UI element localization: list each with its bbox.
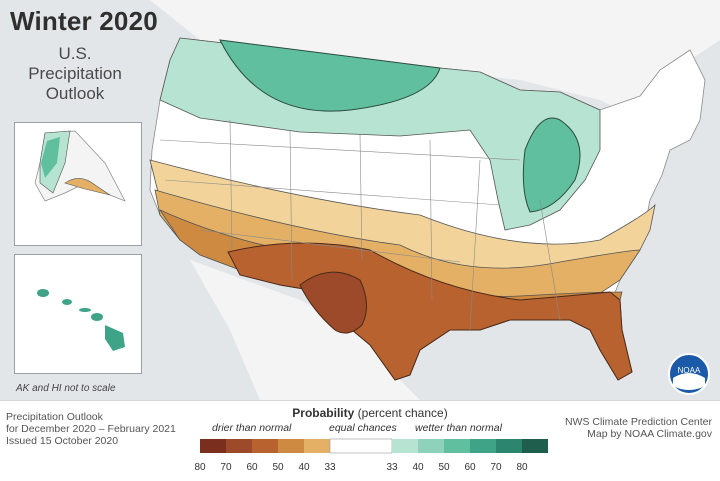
hawaii-island-maui [91, 313, 103, 321]
tick-dry-33: 33 [324, 462, 336, 473]
dry-33-band [149, 159, 656, 291]
alaska-wet-50 [41, 137, 60, 178]
equal-label: equal chances [329, 422, 397, 434]
map-title: Winter 2020 [10, 6, 158, 36]
legend-wet-swatch [444, 439, 470, 453]
probability-title: Probability (percent chance) [240, 406, 500, 420]
probability-label: Probability [292, 406, 355, 420]
legend-dry-swatch [252, 439, 278, 453]
legend-dry-swatch [200, 439, 226, 453]
hawaii-island-oahu [62, 299, 72, 305]
hawaii-island-molokai [79, 308, 91, 312]
scale-note: AK and HI not to scale [16, 383, 116, 394]
dry-40-band [154, 189, 641, 303]
state-borders [159, 119, 561, 331]
credit-line-1: NWS Climate Prediction Center [564, 416, 712, 428]
legend-dry-swatch [226, 439, 252, 453]
credit-line-2: Map by NOAA Climate.gov [587, 428, 712, 440]
probability-unit: (percent chance) [357, 406, 448, 420]
precipitation-map [149, 0, 720, 400]
legend-wet-swatch [392, 439, 418, 453]
wet-50-great-lakes [522, 117, 581, 213]
hawaii-island-big [105, 325, 125, 351]
tick-dry-60: 60 [246, 462, 258, 473]
hawaii-map [15, 255, 141, 373]
outlook-info-line-3: Issued 15 October 2020 [6, 435, 119, 447]
legend-wet-swatch [418, 439, 444, 453]
hawaii-inset [14, 254, 142, 374]
alaska-map [15, 123, 141, 245]
credit-info: NWS Climate Prediction Center Map by NOA… [565, 416, 712, 440]
subtitle-line-outlook: Outlook [45, 84, 105, 103]
alaska-inset [14, 122, 142, 246]
map-subtitle: U.S. Precipitation Outlook [20, 44, 130, 104]
tick-wet-80: 80 [516, 462, 528, 473]
legend-footer: Precipitation Outlook for December 2020 … [0, 400, 720, 481]
dry-70-texas [299, 271, 367, 334]
tick-wet-33: 33 [386, 462, 398, 473]
tick-wet-60: 60 [464, 462, 476, 473]
noaa-logo-text: NOAA [678, 366, 701, 375]
legend-color-bar [200, 438, 548, 454]
tick-wet-40: 40 [412, 462, 424, 473]
subtitle-line-precipitation: Precipitation [28, 64, 122, 83]
drier-label: drier than normal [212, 422, 292, 434]
tick-dry-50: 50 [272, 462, 284, 473]
legend-wet-swatch [496, 439, 522, 453]
outlook-info: Precipitation Outlook for December 2020 … [6, 411, 176, 447]
mexico-landmass [190, 260, 420, 400]
canada-landmass [150, 0, 720, 120]
hawaii-island-kauai [37, 289, 49, 297]
subtitle-line-us: U.S. [58, 44, 92, 63]
legend-wet-swatches [392, 439, 548, 453]
wetter-label: wetter than normal [415, 422, 502, 434]
legend-dry-swatch [304, 439, 330, 453]
legend-wet-swatch [522, 439, 548, 453]
tick-dry-40: 40 [298, 462, 310, 473]
legend-equal-swatch [329, 438, 393, 454]
outlook-info-line-2: for December 2020 – February 2021 [6, 423, 176, 435]
legend-wet-swatch [470, 439, 496, 453]
noaa-logo: NOAA [668, 353, 710, 395]
wet-50-northwest [219, 39, 441, 112]
outlook-info-line-1: Precipitation Outlook [6, 411, 103, 423]
tick-wet-70: 70 [490, 462, 502, 473]
tick-dry-80: 80 [194, 462, 206, 473]
legend-dry-swatch [278, 439, 304, 453]
alaska-dry-band [64, 178, 111, 196]
tick-wet-50: 50 [438, 462, 450, 473]
tick-dry-70: 70 [220, 462, 232, 473]
